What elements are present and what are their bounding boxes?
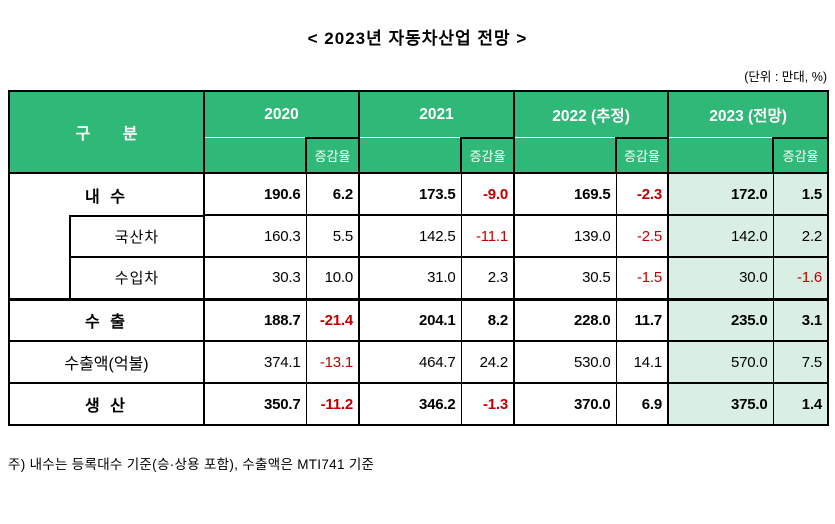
table-row-export-amount: 수출액(억불) 374.1 -13.1 464.7 24.2 530.0 14.… <box>8 340 830 384</box>
value-cell: 204.1 <box>358 297 462 342</box>
corner-header: 구 분 <box>8 90 205 174</box>
row-label: 생 산 <box>8 382 205 426</box>
change-cell: -2.5 <box>615 214 670 258</box>
change-cell: 5.5 <box>305 214 361 258</box>
change-rate-header: 증감율 <box>304 137 361 174</box>
value-cell: 350.7 <box>203 382 307 426</box>
value-cell: 30.5 <box>513 256 617 300</box>
change-cell: 6.2 <box>305 172 361 216</box>
value-cell: 346.2 <box>358 382 462 426</box>
year-header-2022: 2022 (추정) <box>513 90 670 139</box>
change-cell: -1.3 <box>460 382 516 426</box>
change-cell: 10.0 <box>305 256 361 300</box>
unit-note: (단위 : 만대, %) <box>744 70 827 84</box>
table-row-production: 생 산 350.7 -11.2 346.2 -1.3 370.0 6.9 375… <box>8 382 830 426</box>
table-row-domestic-made: 국산차 수입차 160.3 5.5 142.5 -11.1 139.0 -2.5… <box>8 214 830 300</box>
value-cell: 190.6 <box>203 172 307 216</box>
header-spacer <box>513 138 618 174</box>
value-cell: 530.0 <box>513 340 617 384</box>
change-cell: -2.3 <box>615 172 670 216</box>
sub-label-box: 국산차 수입차 <box>69 215 202 297</box>
value-cell: 570.0 <box>667 340 774 384</box>
table-row-imported: 30.3 10.0 31.0 2.3 30.5 -1.5 30.0 -1.6 <box>9 256 830 300</box>
row-label: 수입차 <box>114 270 160 288</box>
header-spacer <box>667 138 775 174</box>
value-cell: 142.5 <box>358 214 462 258</box>
year-header-2021: 2021 <box>358 90 516 139</box>
value-cell: 30.3 <box>203 256 307 300</box>
change-cell: -9.0 <box>460 172 516 216</box>
change-cell: -1.6 <box>772 256 830 300</box>
page-title: < 2023년 자동차산업 전망 > <box>307 29 528 48</box>
value-cell: 160.3 <box>203 214 307 258</box>
value-cell: 374.1 <box>203 340 307 384</box>
value-cell: 31.0 <box>358 256 462 300</box>
change-cell: 2.2 <box>772 214 830 258</box>
change-cell: 1.5 <box>772 172 830 216</box>
value-cell: 142.0 <box>667 214 774 258</box>
value-cell: 464.7 <box>358 340 462 384</box>
change-cell: 1.4 <box>772 382 830 426</box>
change-rate-header: 증감율 <box>772 137 830 174</box>
change-cell: -21.4 <box>305 297 361 342</box>
value-cell: 173.5 <box>358 172 462 216</box>
change-rate-header: 증감율 <box>615 137 670 174</box>
row-label: 국산차 <box>71 217 202 259</box>
value-cell: 228.0 <box>513 297 617 342</box>
header-spacer <box>358 138 463 174</box>
sub-label-group: 국산차 수입차 <box>8 215 205 300</box>
value-cell: 139.0 <box>513 214 617 258</box>
change-cell: 2.3 <box>460 256 516 300</box>
header-row-years: 구 분 2020 2021 2022 (추정) 2023 (전망) <box>8 90 830 174</box>
value-cell: 172.0 <box>667 172 774 216</box>
value-cell: 375.0 <box>667 382 774 426</box>
change-cell: -13.1 <box>305 340 361 384</box>
row-label: 내 수 <box>8 172 205 215</box>
value-cell: 370.0 <box>513 382 617 426</box>
year-header-2020: 2020 <box>202 90 361 139</box>
header-row-change-rate: 증감율 증감율 증감율 증감율 <box>9 137 830 174</box>
value-cell: 188.7 <box>203 297 307 342</box>
page: { "title": "< 2023년 자동차산업 전망 >", "unit_n… <box>0 24 835 524</box>
value-cell: 235.0 <box>667 297 774 342</box>
change-rate-header: 증감율 <box>460 137 516 174</box>
forecast-table: 구 분 2020 2021 2022 (추정) 2023 (전망) 증감율 증감… <box>8 90 830 426</box>
change-cell: 6.9 <box>615 382 670 426</box>
change-cell: 14.1 <box>615 340 670 384</box>
row-label: 수 출 <box>8 297 205 342</box>
change-cell: 8.2 <box>460 297 516 342</box>
change-cell: -11.1 <box>460 214 516 258</box>
value-cell: 30.0 <box>667 256 774 300</box>
change-cell: 24.2 <box>460 340 516 384</box>
header-spacer <box>203 138 307 174</box>
value-cell: 169.5 <box>513 172 617 216</box>
change-cell: 11.7 <box>615 297 670 342</box>
change-cell: -1.5 <box>615 256 670 300</box>
footnote: 주) 내수는 등록대수 기준(승·상용 포함), 수출액은 MTI741 기준 <box>8 457 375 472</box>
table-row-domestic: 내 수 190.6 6.2 173.5 -9.0 169.5 -2.3 172.… <box>8 172 830 216</box>
table-row-export: 수 출 188.7 -21.4 204.1 8.2 228.0 11.7 235… <box>8 297 830 342</box>
change-cell: -11.2 <box>305 382 361 426</box>
year-header-2023: 2023 (전망) <box>667 90 830 139</box>
change-cell: 7.5 <box>772 340 830 384</box>
row-label: 수출액(억불) <box>8 340 205 384</box>
change-cell: 3.1 <box>772 297 830 342</box>
